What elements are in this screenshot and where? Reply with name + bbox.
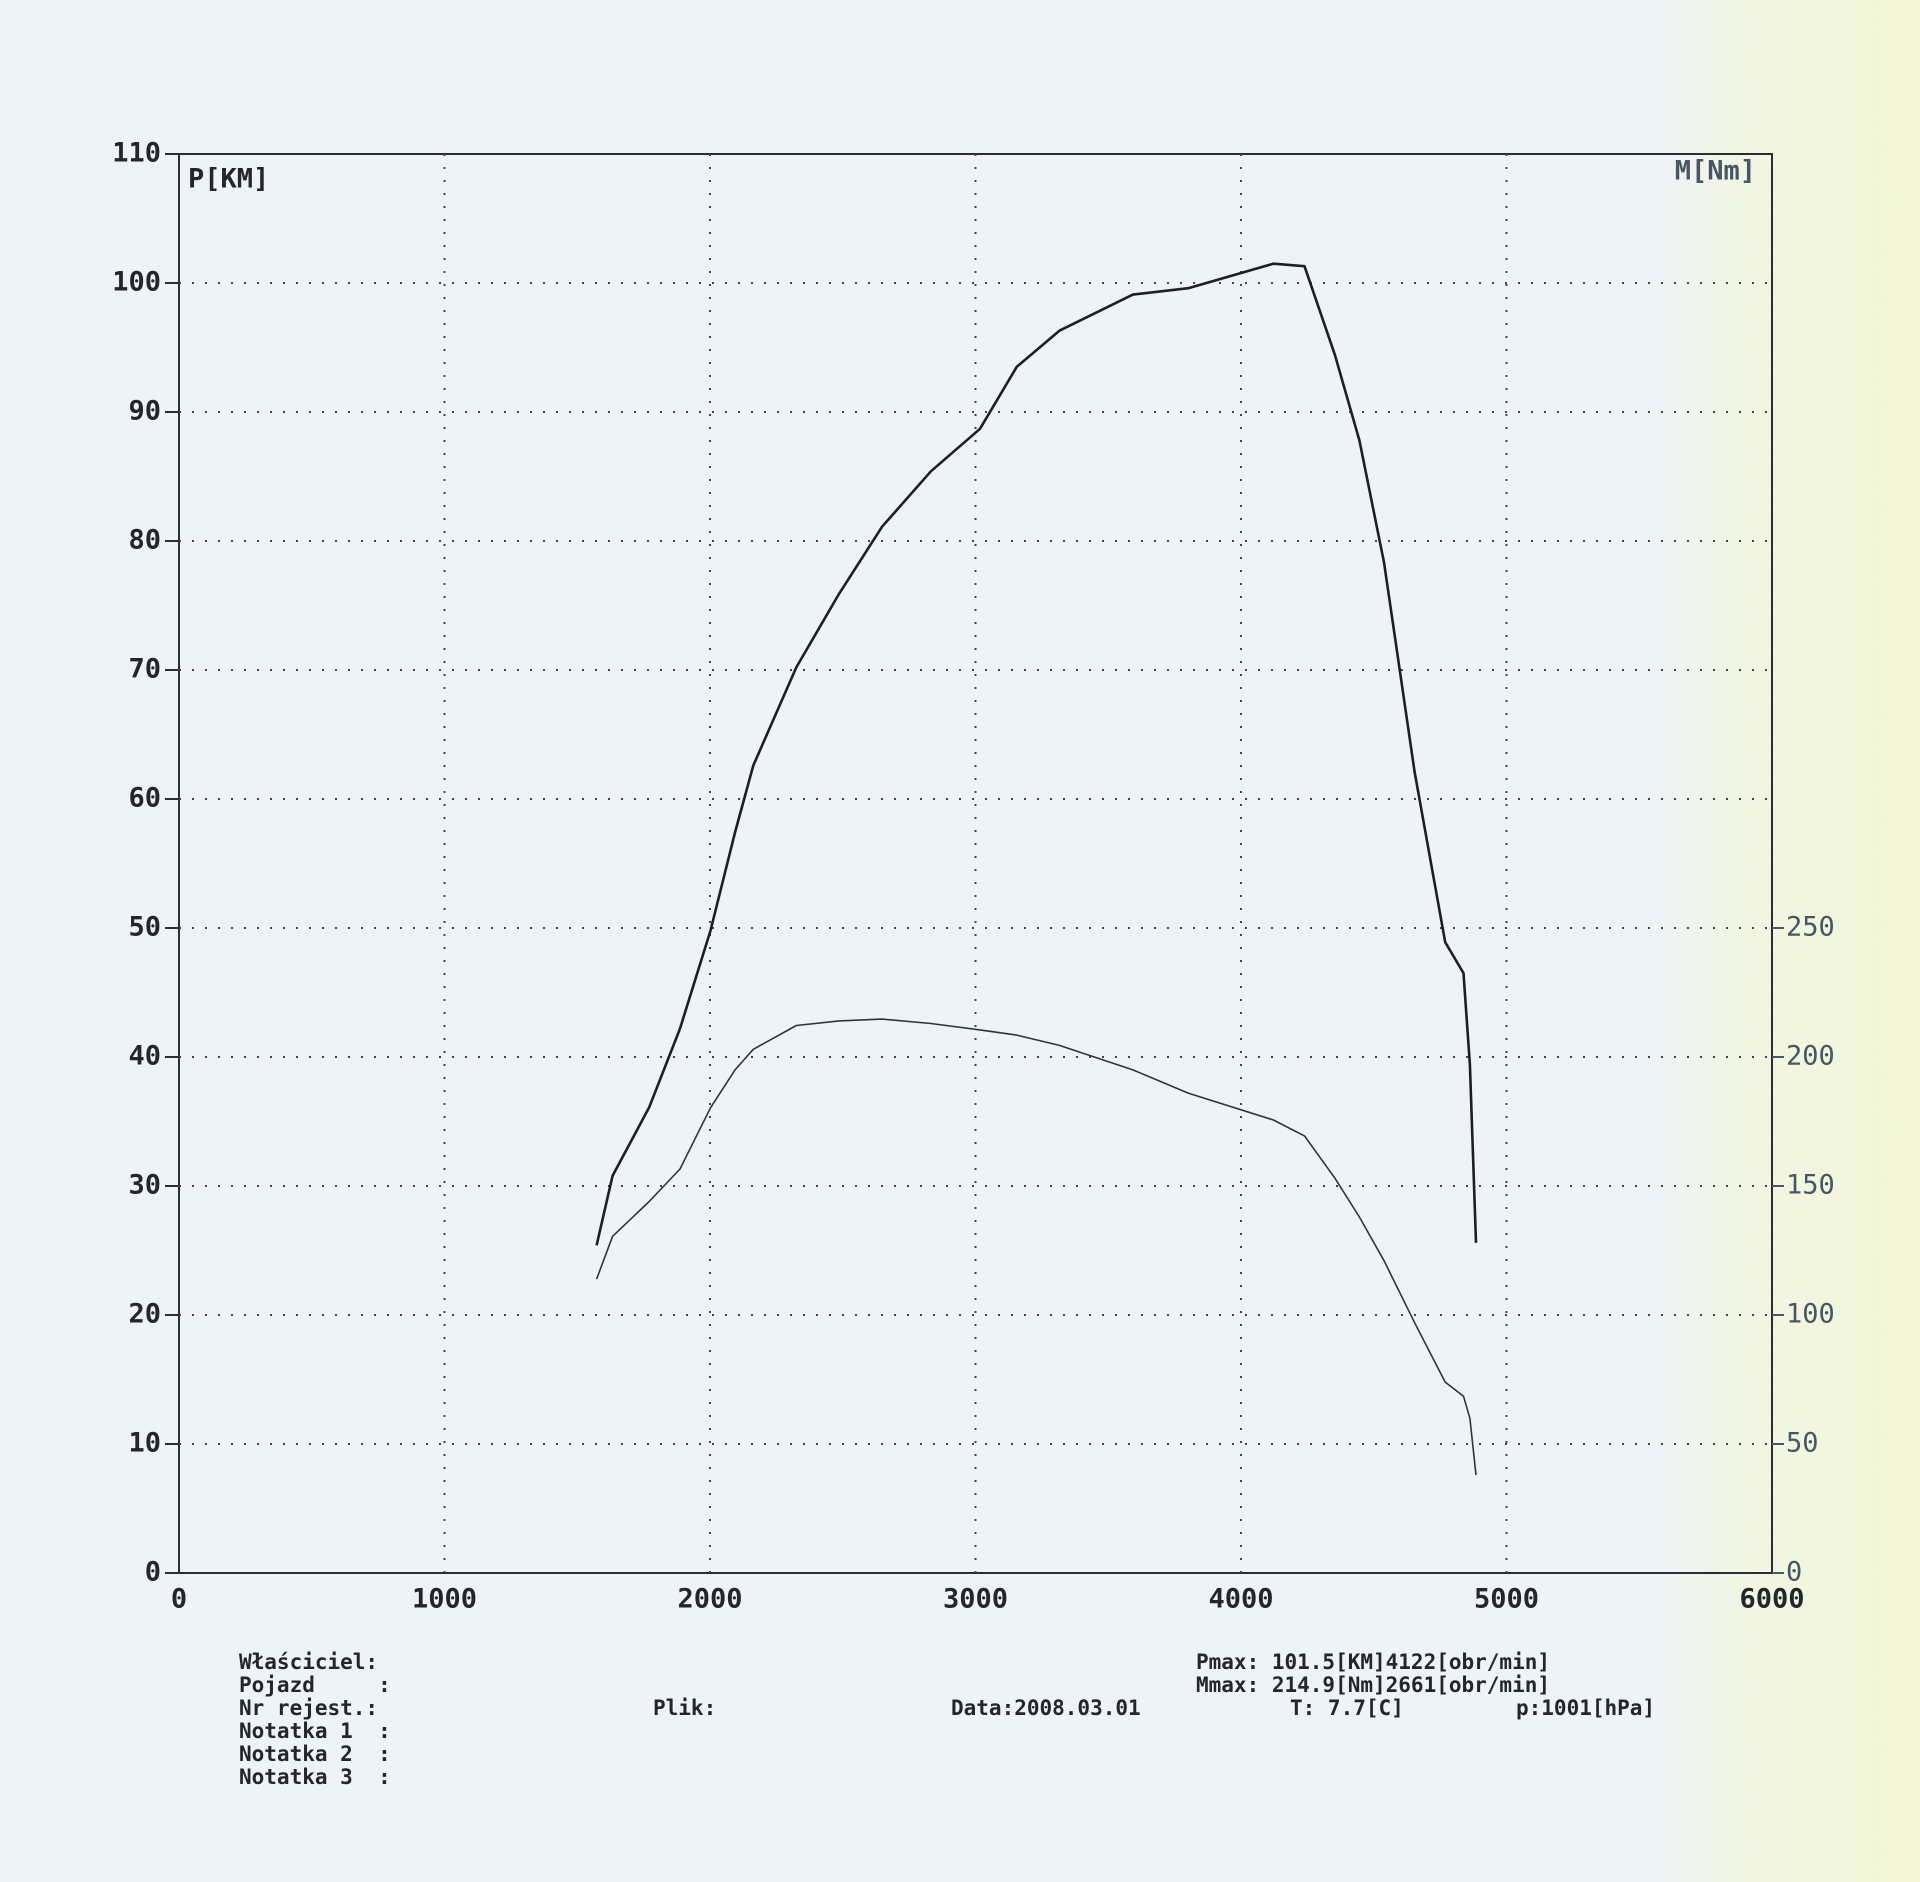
y-axis-label: P[KM] <box>188 164 269 195</box>
y-tick-label: 80 <box>128 525 161 556</box>
footer-field: Notatka 3 : <box>239 1765 391 1789</box>
plot-frame <box>178 153 1773 1574</box>
footer-field: Notatka 2 : <box>239 1742 391 1766</box>
y2-axis-label: M[Nm] <box>1675 156 1756 187</box>
temperature: T: 7.7[C] <box>1290 1696 1404 1720</box>
pressure: p:1001[hPa] <box>1516 1696 1655 1720</box>
date: Data:2008.03.01 <box>951 1696 1141 1720</box>
y-tick-label: 60 <box>128 783 161 814</box>
x-tick-label: 0 <box>171 1584 187 1615</box>
mmax: Mmax: 214.9[Nm]2661[obr/min] <box>1196 1673 1550 1697</box>
y-tick-label: 10 <box>128 1428 161 1459</box>
y-tick-label: 30 <box>128 1170 161 1201</box>
y-tick-label: 90 <box>128 396 161 427</box>
y-tick-label: 50 <box>128 912 161 943</box>
pmax: Pmax: 101.5[KM]4122[obr/min] <box>1196 1650 1550 1674</box>
x-tick-label: 4000 <box>1208 1584 1273 1615</box>
y2-tick-label: 150 <box>1786 1170 1835 1201</box>
y2-tick-label: 100 <box>1786 1299 1835 1330</box>
x-tick-label: 1000 <box>412 1584 477 1615</box>
x-tick-label: 3000 <box>943 1584 1008 1615</box>
y2-tick-label: 250 <box>1786 912 1835 943</box>
footer-field: Pojazd : <box>239 1673 391 1697</box>
series-line <box>595 262 1478 1246</box>
y2-tick-label: 50 <box>1786 1428 1819 1459</box>
x-tick-label: 6000 <box>1739 1584 1804 1615</box>
x-tick-label: 2000 <box>677 1584 742 1615</box>
y2-tick-label: 0 <box>1786 1557 1802 1588</box>
x-tick-label: 5000 <box>1474 1584 1539 1615</box>
footer-field: Właściciel: <box>239 1650 378 1674</box>
y2-tick-label: 200 <box>1786 1041 1835 1072</box>
y-tick-label: 70 <box>128 654 161 685</box>
y-tick-label: 110 <box>112 138 161 169</box>
footer-field: Nr rejest.: <box>239 1696 378 1720</box>
y-tick-label: 100 <box>112 267 161 298</box>
footer: Pmax: 101.5[KM]4122[obr/min] Mmax: 214.9… <box>653 1650 1655 1720</box>
y-tick-label: 0 <box>145 1557 161 1588</box>
y-tick-label: 40 <box>128 1041 161 1072</box>
footer-field: Notatka 1 : <box>239 1719 391 1743</box>
series-line <box>595 1018 1477 1476</box>
y-tick-label: 20 <box>128 1299 161 1330</box>
file: Plik: <box>653 1696 716 1720</box>
